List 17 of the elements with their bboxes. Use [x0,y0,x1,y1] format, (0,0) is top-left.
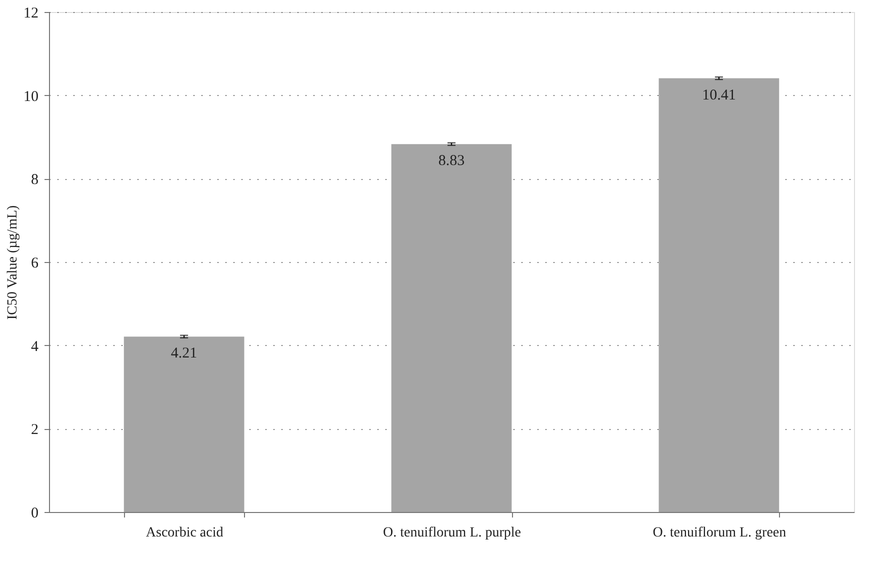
bar [124,336,244,512]
x-tick-label: O. tenuiflorum L. purple [382,526,522,540]
x-tick-label: Ascorbic acid [146,526,224,540]
data-label: 4.21 [170,346,198,362]
y-tick-label: 10 [24,88,38,105]
bar [391,144,512,512]
data-label: 10.41 [702,87,736,104]
y-tick-label: 12 [24,6,38,22]
y-tick-label: 4 [31,338,39,355]
y-tick-label: 6 [31,256,39,272]
y-tick-label: 8 [31,172,38,188]
x-tick-label: O. tenuiflorum L. green [652,526,786,540]
y-tick-label: 2 [31,422,38,438]
bar [658,78,780,512]
data-label: 8.83 [438,153,465,170]
y-axis-title: IC50 Value (µg/mL) [6,204,20,320]
y-tick-label: 0 [31,506,38,522]
